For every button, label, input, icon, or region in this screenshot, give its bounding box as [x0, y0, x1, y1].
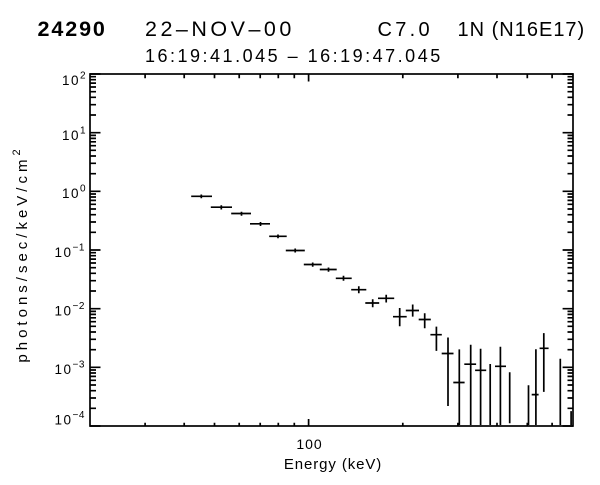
- svg-text:100: 100: [62, 183, 86, 201]
- svg-text:16:19:41.045 – 16:19:47.045: 16:19:41.045 – 16:19:47.045: [145, 46, 443, 66]
- svg-text:C7.0: C7.0: [378, 19, 433, 41]
- svg-text:Energy (keV): Energy (keV): [284, 456, 382, 473]
- svg-text:photons/sec/keV/cm2: photons/sec/keV/cm2: [11, 145, 31, 362]
- svg-text:1N (N16E17): 1N (N16E17): [458, 19, 586, 41]
- svg-text:24290: 24290: [38, 17, 107, 41]
- svg-text:102: 102: [62, 71, 86, 89]
- svg-text:101: 101: [62, 126, 86, 144]
- svg-text:100: 100: [296, 436, 322, 452]
- svg-text:22–NOV–00: 22–NOV–00: [145, 17, 295, 41]
